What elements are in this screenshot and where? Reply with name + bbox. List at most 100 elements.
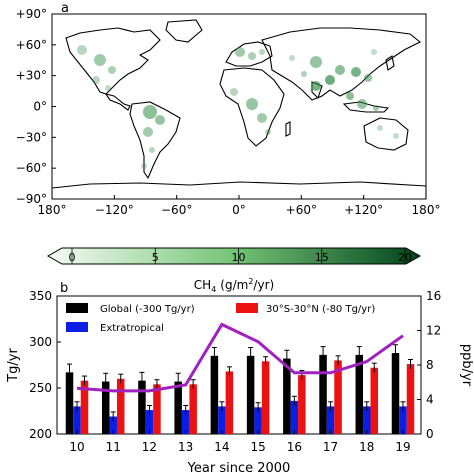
bar: [391, 353, 400, 434]
x-tick-label: 16: [287, 440, 302, 454]
lon-tick-label: 180°: [412, 203, 441, 217]
colorbar: 0 5 10 15 20 CH4 (g/m2/yr): [46, 247, 422, 294]
x-tick-label: 11: [106, 440, 121, 454]
bar: [138, 380, 146, 434]
colorbar-tick-label: 15: [315, 251, 329, 264]
legend-item-extratropical: Extratropical: [66, 322, 164, 334]
error-bars: [67, 344, 413, 422]
y-tick-label: 250: [29, 381, 52, 395]
emission-hotspots: [77, 45, 399, 169]
bar: [261, 361, 270, 434]
coastline-asia: [261, 27, 422, 101]
bar: [80, 380, 89, 434]
bar: [116, 378, 125, 434]
coastline-antarctica: [52, 181, 426, 199]
bar: [246, 355, 255, 434]
bar: [254, 407, 262, 434]
emission-hotspot: [248, 52, 256, 60]
bar: [283, 358, 291, 434]
emission-hotspot: [143, 105, 157, 119]
y-axis-label-left: Tg/yr: [6, 348, 21, 383]
emission-hotspot: [310, 56, 322, 68]
emission-hotspot: [377, 125, 383, 131]
coastline-africa: [219, 67, 285, 147]
bar: [145, 410, 154, 434]
y-axis-label-right: ppb/yr: [459, 344, 474, 387]
emission-hotspot: [311, 81, 321, 91]
emission-hotspot: [351, 67, 361, 77]
emission-hotspot: [265, 129, 271, 135]
bar: [290, 400, 299, 434]
lon-tick-label: 180°: [38, 203, 67, 217]
panel-a-label: a: [61, 1, 69, 16]
longitude-ticks: 180° −120° −60° 0° +60° +120° 180°: [38, 195, 441, 217]
emission-hotspot: [230, 88, 238, 96]
emission-hotspot: [301, 71, 307, 77]
x-tick-label: 14: [214, 440, 229, 454]
emission-hotspot: [325, 75, 335, 85]
y-right-tick-label: 0: [426, 427, 434, 441]
lat-tick-label: −30°: [16, 130, 47, 144]
colorbar-label: CH4 (g/m2/yr): [194, 277, 274, 294]
bar: [101, 381, 110, 434]
lat-tick-label: +90°: [16, 7, 47, 21]
y-tick-label: 200: [29, 427, 52, 441]
x-tick-label: 18: [359, 440, 374, 454]
y-axis-right-ticks: 0 4 8 12 16: [417, 289, 441, 441]
legend-item-global: Global (-300 Tg/yr): [66, 303, 195, 315]
lat-tick-label: −90°: [16, 192, 47, 206]
bar: [109, 416, 117, 434]
bar: [218, 406, 226, 434]
emission-hotspot: [373, 105, 379, 111]
latitude-ticks: +90° +60° +30° 0° −30° −60° −90°: [16, 7, 56, 206]
lon-tick-label: 0°: [232, 203, 246, 217]
coastline-south-america: [129, 101, 181, 180]
y-tick-label: 300: [29, 335, 52, 349]
colorbar-tick-label: 10: [232, 251, 246, 264]
emission-hotspot: [289, 55, 295, 61]
colorbar-tick-label: 0: [69, 251, 76, 264]
bar: [210, 355, 219, 434]
legend: Global (-300 Tg/yr) Extratropical 30°S-3…: [66, 303, 375, 334]
y-axis-left-ticks: 200 250 300 350: [29, 289, 61, 441]
ppb-growth-line: [76, 322, 404, 393]
x-tick-label: 17: [323, 440, 338, 454]
colorbar-tick-label: 20: [398, 251, 412, 264]
emission-hotspot: [371, 49, 377, 55]
emission-hotspot: [235, 47, 245, 57]
bar: [181, 410, 190, 434]
bar: [189, 384, 197, 434]
lon-tick-label: +120°: [344, 203, 383, 217]
emission-hotspot: [149, 147, 155, 153]
lon-tick-label: −60°: [161, 203, 192, 217]
lat-tick-label: +30°: [16, 69, 47, 83]
legend-label-extratropical: Extratropical: [100, 323, 164, 334]
lat-tick-label: +60°: [16, 38, 47, 52]
bar: [319, 354, 327, 434]
bar: [355, 354, 364, 434]
coastline-madagascar: [285, 121, 291, 137]
emission-hotspot: [141, 163, 147, 169]
bar: [326, 406, 335, 434]
x-tick-label: 13: [178, 440, 193, 454]
bar: [174, 381, 182, 434]
bar: [334, 360, 342, 434]
emission-hotspot: [257, 113, 267, 123]
bar: [225, 371, 234, 434]
emission-hotspot: [94, 54, 106, 66]
emission-hotspot: [393, 133, 399, 139]
x-axis-label: Year since 2000: [187, 461, 291, 474]
y-right-tick-label: 16: [426, 289, 441, 303]
emission-hotspot: [143, 127, 153, 137]
emission-hotspot: [357, 99, 367, 109]
panel-b-label: b: [60, 281, 68, 296]
legend-swatch-global: [66, 303, 88, 313]
emission-hotspot: [259, 49, 265, 55]
legend-swatch-tropical: [236, 303, 258, 313]
x-tick-label: 15: [250, 440, 265, 454]
emission-hotspot: [346, 92, 354, 100]
emission-hotspot: [364, 74, 372, 82]
bars: [65, 353, 415, 434]
y-right-tick-label: 4: [426, 393, 434, 407]
